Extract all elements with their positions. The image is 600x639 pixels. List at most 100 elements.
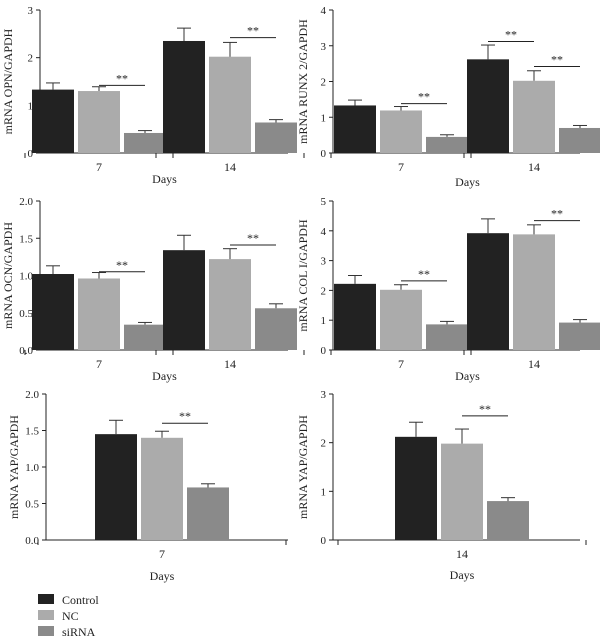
- y-axis-label: mRNA OCN/GAPDH: [1, 222, 15, 329]
- bar-control-14: [467, 59, 509, 153]
- y-axis-label: mRNA YAP/GAPDH: [7, 415, 21, 519]
- y-tick-label: 1: [321, 315, 327, 327]
- y-axis-label: mRNA YAP/GAPDH: [296, 415, 310, 519]
- bar-nc-14: [513, 80, 555, 153]
- significance-label: **: [247, 231, 259, 245]
- y-axis-label: mRNA RUNX 2/GAPDH: [296, 19, 310, 144]
- bar-sirna-7: [124, 324, 166, 350]
- bar-sirna-14: [255, 122, 297, 153]
- y-tick-label: 3: [321, 256, 327, 268]
- x-category-label: 14: [224, 160, 236, 174]
- y-tick-label: 1: [321, 486, 327, 498]
- bar-control-14: [395, 436, 437, 540]
- x-axis-label: Days: [450, 568, 475, 582]
- y-tick-label: 2: [321, 77, 327, 89]
- bar-control-14: [163, 40, 205, 153]
- y-axis-label: mRNA COL I/GAPDH: [296, 219, 310, 332]
- x-axis-label: Days: [455, 175, 480, 189]
- significance-label: **: [551, 52, 563, 66]
- bar-nc-7: [380, 289, 422, 350]
- y-tick-label: 0: [321, 345, 327, 357]
- chart-panel-3: 0.0 0.5 1.0 1.5 2.0 mRNA OCN/GAPDH 7 14 ** ** Days: [1, 196, 305, 383]
- y-tick-label: 2.0: [25, 389, 39, 401]
- significance-label: **: [418, 267, 430, 281]
- x-category-label: 7: [96, 357, 102, 371]
- bar-control-7: [32, 89, 74, 153]
- x-axis-label: Days: [152, 172, 177, 186]
- significance-label: **: [247, 24, 259, 38]
- chart-panel-5: 0.0 0.5 1.0 1.5 2.0 mRNA YAP/GAPDH 7 ** Days: [7, 389, 288, 583]
- x-category-label: 14: [528, 160, 540, 174]
- y-tick-label: 4: [321, 5, 327, 17]
- legend-swatch-sirna: [38, 626, 54, 636]
- bar-sirna-7: [124, 132, 166, 153]
- bar-control-14: [467, 233, 509, 350]
- y-tick-label: 3: [321, 41, 327, 53]
- bar-sirna-14: [255, 308, 297, 350]
- bar-nc-7: [380, 110, 422, 153]
- chart-panel-1: 0 1 2 3 mRNA OPN/GAPDH 7 14 ** ** Days: [1, 5, 305, 186]
- y-tick-label: 4: [321, 226, 327, 238]
- y-tick-label: 2: [321, 285, 327, 297]
- x-category-label: 7: [96, 160, 102, 174]
- significance-label: **: [116, 258, 128, 272]
- significance-label: **: [505, 27, 517, 41]
- significance-label: **: [418, 90, 430, 104]
- x-category-label: 14: [456, 547, 468, 561]
- chart-panel-6: 0 1 2 3 mRNA YAP/GAPDH 14 ** Days: [296, 389, 587, 582]
- legend-label-control: Control: [62, 593, 99, 607]
- y-tick-label: 1.5: [25, 426, 39, 438]
- y-tick-label: 0.0: [25, 535, 39, 547]
- bar-nc-7: [78, 278, 120, 350]
- x-category-label: 7: [159, 547, 165, 561]
- legend-swatch-control: [38, 594, 54, 604]
- y-tick-label: 1.0: [25, 462, 39, 474]
- significance-label: **: [551, 207, 563, 221]
- y-axis-label: mRNA OPN/GAPDH: [1, 28, 15, 134]
- legend-label-sirna: siRNA: [62, 625, 96, 639]
- bar-sirna-7: [426, 324, 468, 350]
- y-tick-label: 2: [321, 438, 327, 450]
- y-tick-label: 2: [28, 53, 34, 65]
- y-tick-label: 0.0: [19, 345, 33, 357]
- y-tick-label: 1.0: [19, 271, 33, 283]
- significance-label: **: [116, 71, 128, 85]
- x-axis-label: Days: [455, 369, 480, 383]
- bar-control-7: [95, 434, 137, 540]
- chart-panel-2: 0 1 2 3 4 mRNA RUNX 2/GAPDH 7 14 ** ** ** Days: [296, 5, 600, 189]
- x-axis-label: Days: [152, 369, 177, 383]
- chart-panel-4: 0 1 2 3 4 5 mRNA COL I/GAPDH 7 14 ** ** Days: [296, 196, 600, 383]
- bar-control-7: [334, 105, 376, 153]
- bar-control-7: [334, 283, 376, 350]
- y-tick-label: 5: [321, 196, 327, 208]
- y-tick-label: 2.0: [19, 196, 33, 208]
- x-category-label: 7: [398, 160, 404, 174]
- bar-control-14: [163, 250, 205, 350]
- bar-control-7: [32, 274, 74, 350]
- legend: Control NC siRNA: [38, 593, 99, 639]
- y-tick-label: 3: [321, 389, 327, 401]
- y-tick-label: 3: [28, 5, 34, 17]
- y-tick-label: 1.5: [19, 233, 33, 245]
- legend-swatch-nc: [38, 610, 54, 620]
- y-tick-label: 1: [321, 112, 327, 124]
- bar-sirna-14: [559, 322, 600, 350]
- y-tick-label: 0.5: [19, 308, 33, 320]
- bar-nc-7: [78, 91, 120, 153]
- x-category-label: 7: [398, 357, 404, 371]
- bar-nc-14: [209, 259, 251, 350]
- bar-sirna-7: [426, 136, 468, 153]
- y-tick-label: 1: [28, 100, 34, 112]
- y-tick-label: 0.5: [25, 499, 39, 511]
- x-axis-label: Days: [150, 569, 175, 583]
- bar-nc-14: [441, 443, 483, 540]
- bar-nc-14: [209, 56, 251, 153]
- y-tick-label: 0: [321, 148, 327, 160]
- y-tick-label: 0: [28, 148, 34, 160]
- bar-sirna-14: [487, 501, 529, 540]
- significance-label: **: [479, 402, 491, 416]
- legend-label-nc: NC: [62, 609, 79, 623]
- bar-sirna-14: [559, 127, 600, 153]
